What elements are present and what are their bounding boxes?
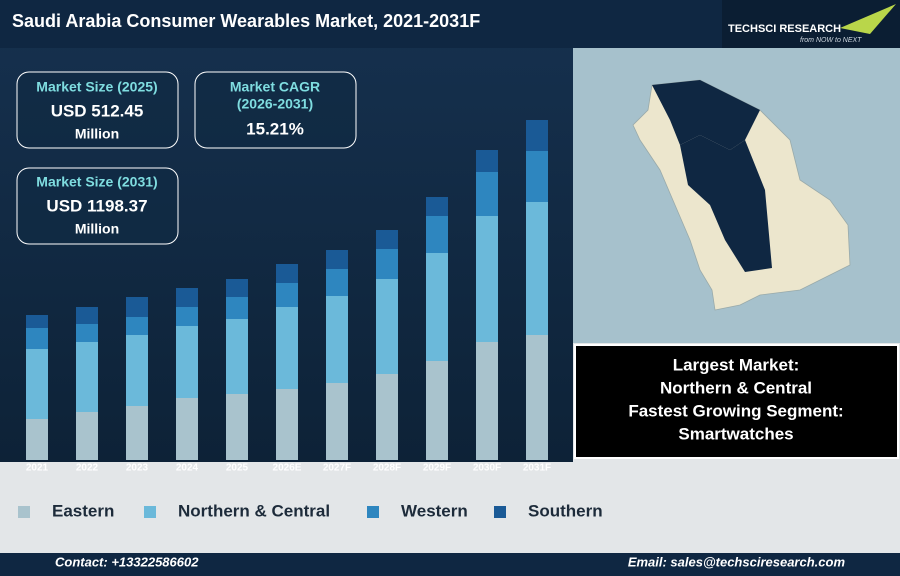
bar-segment (326, 269, 348, 296)
bar-segment (26, 315, 48, 328)
bar-segment (426, 197, 448, 216)
x-tick-label: 2022 (76, 463, 99, 474)
stat-label: Market Size (2031) (36, 174, 157, 190)
legend-label: Northern & Central (178, 501, 330, 520)
title: Saudi Arabia Consumer Wearables Market, … (12, 11, 480, 31)
bar-segment (26, 419, 48, 460)
bar-segment (326, 250, 348, 269)
bar-segment (426, 216, 448, 253)
legend-swatch (18, 506, 30, 518)
bar-segment (76, 324, 98, 342)
legend-label: Southern (528, 501, 603, 520)
bar-segment (76, 342, 98, 412)
bar-segment (76, 412, 98, 460)
x-tick-label: 2031F (523, 463, 551, 474)
bar-segment (176, 326, 198, 398)
bar-segment (476, 342, 498, 460)
bar-segment (326, 383, 348, 460)
bar-segment (276, 283, 298, 307)
x-tick-label: 2021 (26, 463, 49, 474)
bar-segment (476, 172, 498, 216)
x-tick-label: 2029F (423, 463, 451, 474)
stat-label: Market CAGR (230, 79, 320, 95)
bar-segment (526, 202, 548, 335)
bar-segment (526, 151, 548, 202)
legend-swatch (367, 506, 379, 518)
bar-segment (76, 307, 98, 324)
bar-segment (326, 296, 348, 383)
x-tick-label: 2026E (273, 463, 302, 474)
bar-segment (426, 253, 448, 361)
contact: Contact: +13322586602 (55, 554, 199, 569)
bar-segment (26, 328, 48, 349)
legend-label: Eastern (52, 501, 114, 520)
stat-sub: (2026-2031) (237, 96, 313, 112)
bar-segment (426, 361, 448, 460)
x-tick-label: 2023 (126, 463, 149, 474)
info-box (574, 344, 899, 459)
stat-unit: Million (75, 126, 119, 142)
map (573, 48, 900, 343)
legend-swatch (494, 506, 506, 518)
stat-boxes: Market Size (2025) USD 512.45 Million Ma… (16, 71, 357, 245)
stat-label: Market Size (2025) (36, 79, 157, 95)
bar-segment (226, 319, 248, 394)
info-line: Smartwatches (678, 424, 793, 443)
bar-segment (476, 150, 498, 172)
bar-segment (526, 120, 548, 151)
x-tick-label: 2027F (323, 463, 351, 474)
info-line: Northern & Central (660, 378, 812, 397)
stat-value: 15.21% (246, 119, 304, 138)
bar-segment (376, 249, 398, 279)
map-northern (652, 80, 760, 150)
stat-box (16, 71, 179, 149)
stat-unit: Million (75, 221, 119, 237)
bar-segment (476, 216, 498, 342)
stat-box (194, 71, 357, 149)
x-tick-label: 2030F (473, 463, 501, 474)
bar-segment (176, 398, 198, 460)
info-line: Fastest Growing Segment: (628, 401, 843, 420)
bar-segment (226, 279, 248, 297)
legend-swatch (144, 506, 156, 518)
stat-box (16, 167, 179, 245)
info-line: Largest Market: (673, 355, 800, 374)
email: Email: sales@techsciresearch.com (628, 554, 846, 569)
bar-segment (126, 335, 148, 406)
bar-segment (276, 264, 298, 283)
x-tick-label: 2028F (373, 463, 401, 474)
bar-segment (176, 288, 198, 307)
tagline: from NOW to NEXT (800, 37, 862, 44)
bar-segment (226, 297, 248, 319)
x-tick-label: 2025 (226, 463, 249, 474)
stat-value: USD 512.45 (51, 101, 144, 120)
map-central (680, 135, 772, 272)
bar-segment (26, 349, 48, 419)
footer-band (0, 553, 900, 576)
bar-segment (276, 389, 298, 460)
bar-segment (226, 394, 248, 460)
bar-segment (126, 297, 148, 317)
bar-segment (126, 317, 148, 335)
bar-segment (526, 335, 548, 460)
bar-segment (376, 374, 398, 460)
stat-value: USD 1198.37 (46, 196, 147, 215)
bar-segment (126, 406, 148, 460)
bar-segment (376, 279, 398, 374)
bar-segment (276, 307, 298, 389)
logo: TECHSCI RESEARCH (728, 23, 841, 35)
bar-segment (176, 307, 198, 326)
legend-label: Western (401, 501, 468, 520)
logo-mark (840, 4, 896, 34)
bar-segment (376, 230, 398, 249)
x-tick-label: 2024 (176, 463, 199, 474)
